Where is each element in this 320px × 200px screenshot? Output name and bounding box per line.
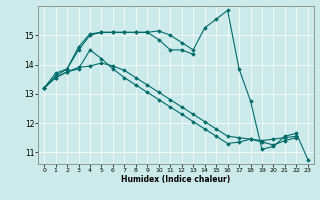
X-axis label: Humidex (Indice chaleur): Humidex (Indice chaleur) <box>121 175 231 184</box>
